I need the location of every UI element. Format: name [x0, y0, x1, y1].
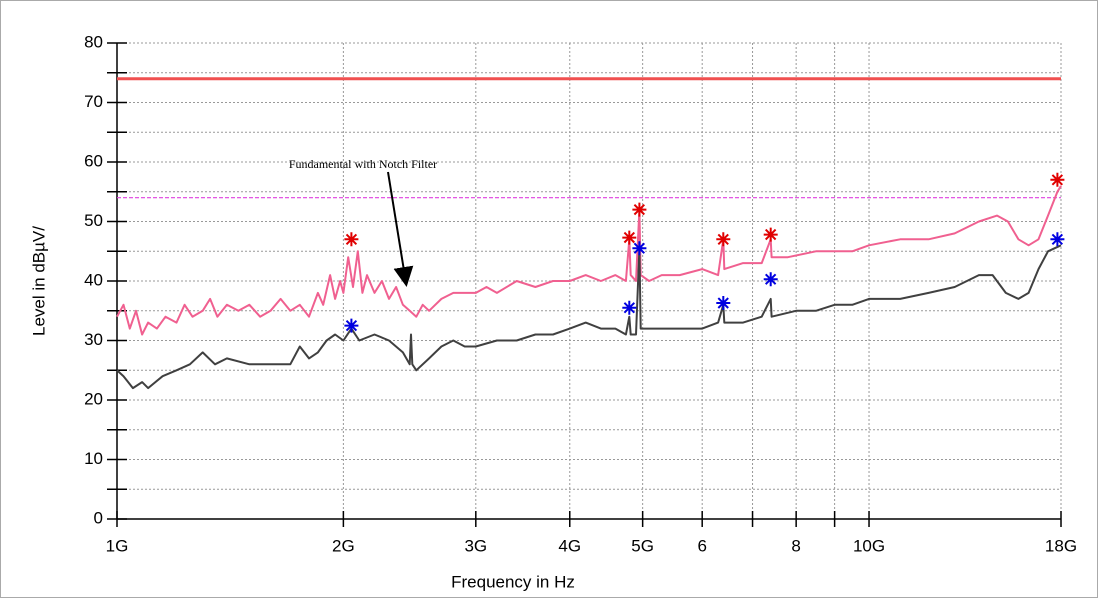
annotation: Fundamental with Notch Filter	[289, 157, 437, 171]
x-tick-label: 18G	[1045, 536, 1077, 555]
annotation-arrow	[387, 171, 414, 287]
x-tick-label: 10G	[853, 536, 885, 555]
y-tick-label: 50	[84, 211, 103, 230]
marker	[344, 318, 359, 333]
marker	[622, 230, 637, 245]
trace	[116, 244, 1062, 390]
y-tick-label: 40	[84, 270, 103, 289]
marker	[344, 232, 359, 247]
y-axis-title: Level in dBµV/	[29, 226, 48, 336]
x-tick-label: 2G	[332, 536, 355, 555]
marker	[716, 232, 731, 247]
y-tick-label: 60	[84, 151, 103, 170]
x-tick-label: 1G	[106, 536, 129, 555]
y-tick-label: 80	[84, 32, 103, 51]
y-tick-label: 10	[84, 449, 103, 468]
x-tick-label: 4G	[558, 536, 581, 555]
plot: 0 10 20 30 40 50 60 70 80 1G 2G 3G 4G 5G 6 8 10G 18G	[84, 32, 1077, 555]
y-tick-label: 0	[94, 508, 103, 527]
marker	[716, 296, 731, 310]
y-tick-label: 30	[84, 330, 103, 349]
marker	[632, 202, 647, 217]
marker	[1050, 172, 1065, 187]
y-tick-label: 20	[84, 389, 103, 408]
x-tick-label: 6	[697, 536, 706, 555]
x-tick-label: 3G	[464, 536, 487, 555]
marker	[632, 241, 647, 256]
marker	[763, 272, 778, 287]
marker	[1050, 232, 1065, 247]
x-tick-label: 5G	[631, 536, 654, 555]
x-tick-label: 8	[791, 536, 800, 555]
marker	[622, 300, 637, 315]
trace	[116, 185, 1062, 336]
y-tick-label: 70	[84, 92, 103, 111]
x-axis-title: Frequency in Hz	[451, 572, 575, 591]
marker	[763, 227, 778, 242]
